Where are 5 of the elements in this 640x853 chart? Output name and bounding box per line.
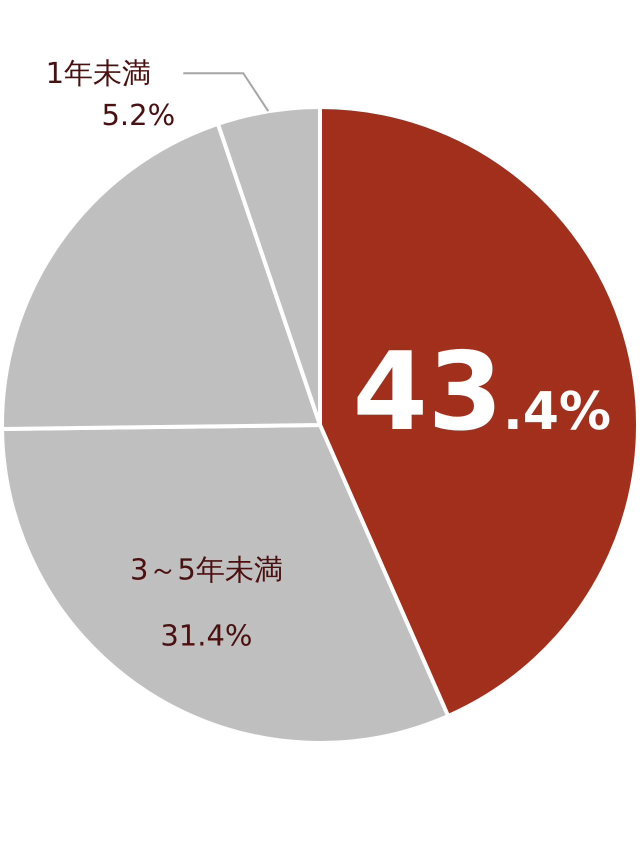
data-label: 5.2% [101, 98, 176, 132]
data-label: 43.4% [352, 330, 611, 455]
slice-label: 1年未満 [46, 56, 152, 90]
data-label: 31.4% [160, 618, 252, 652]
slice-label: 3～5年未満 [130, 552, 283, 586]
